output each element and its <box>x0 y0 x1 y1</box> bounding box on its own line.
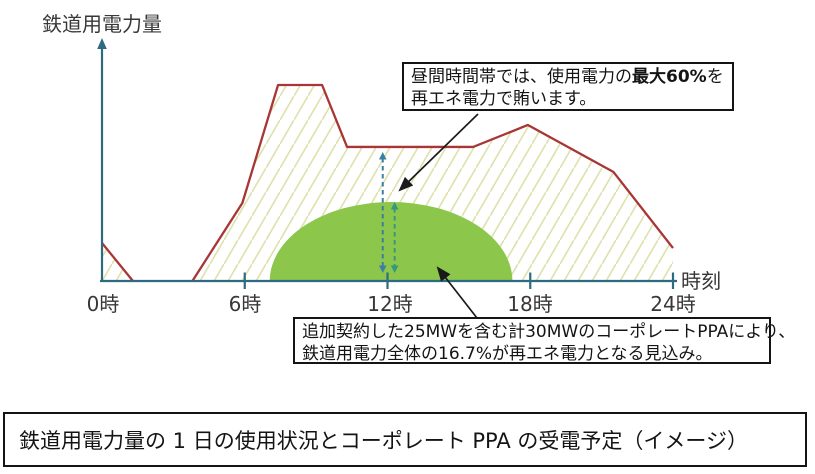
renewable-dome <box>269 202 513 281</box>
x-tick-label-18h: 18時 <box>507 292 553 316</box>
measure-arrow-renewable-supply-height <box>390 202 399 273</box>
x-tick-label-12h: 12時 <box>367 292 413 316</box>
daytime-callout-pointer <box>398 113 479 192</box>
figure-caption: 鉄道用電力量の 1 日の使用状況とコーポレート PPA の受電予定（イメージ） <box>3 412 807 467</box>
ppa-callout: 追加契約した25MWを含む計30MWのコーポレートPPAにより、 鉄道用電力全体… <box>293 317 796 364</box>
figure-caption-text: 鉄道用電力量の 1 日の使用状況とコーポレート PPA の受電予定（イメージ） <box>19 428 748 453</box>
usage-line <box>101 242 134 282</box>
y-axis-arrow-icon <box>97 38 107 49</box>
ppa-callout-line2: 鉄道用電力全体の16.7%が再エネ電力となる見込み。 <box>302 344 713 364</box>
y-axis-label: 鉄道用電力量 <box>42 12 162 36</box>
usage-line <box>191 83 674 282</box>
daytime-callout-line1: 昼間時間帯では、使用電力の最大60%を <box>411 66 725 88</box>
x-tick-label-0h: 0時 <box>86 292 120 316</box>
daytime-callout: 昼間時間帯では、使用電力の最大60%を 再エネ電力で賄います。 <box>402 62 734 111</box>
x-tick-label-6h: 6時 <box>228 292 262 316</box>
daytime-callout-bold-value: 最大60% <box>632 67 707 87</box>
x-tick-label-24h: 24時 <box>650 292 696 316</box>
usage-area-hatched <box>102 85 673 281</box>
daytime-callout-text-pre: 昼間時間帯では、使用電力の <box>411 67 632 87</box>
x-axis-title: 時刻 <box>681 269 721 293</box>
daytime-callout-text-post: を <box>706 67 724 87</box>
daytime-callout-line2: 再エネ電力で賄います。 <box>411 89 597 109</box>
measure-arrow-daytime-usage-height <box>378 152 387 273</box>
ppa-callout-pointer <box>436 266 478 319</box>
ppa-callout-line1: 追加契約した25MWを含む計30MWのコーポレートPPAにより、 <box>302 322 796 342</box>
